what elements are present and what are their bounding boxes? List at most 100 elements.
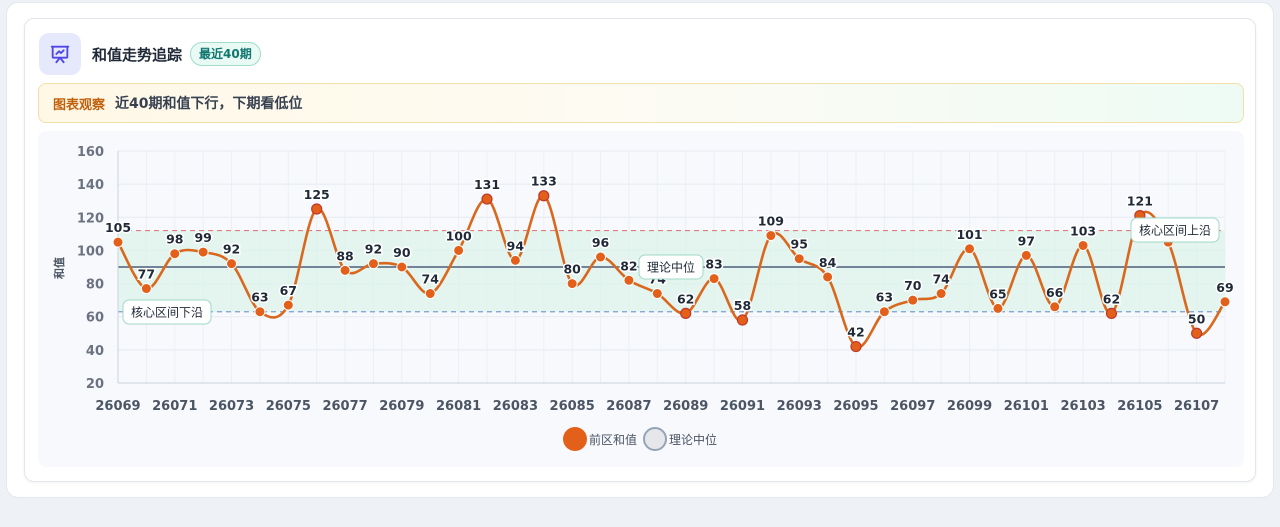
data-point[interactable] [822, 271, 834, 283]
data-point[interactable] [595, 251, 607, 263]
data-label: 101 [956, 227, 982, 242]
core-band-upper-label: 核心区间上沿 [1139, 224, 1211, 238]
y-tick-label: 160 [77, 145, 104, 160]
data-point[interactable] [623, 274, 635, 286]
data-label: 74 [932, 272, 950, 287]
data-label: 58 [734, 298, 751, 313]
data-point[interactable] [311, 203, 323, 215]
legend-label-sum: 前区和值 [588, 432, 637, 447]
data-label: 96 [592, 235, 610, 250]
data-label: 121 [1127, 194, 1153, 209]
core-band-lower-label: 核心区间下沿 [131, 306, 203, 320]
data-point[interactable] [169, 248, 181, 260]
data-label: 65 [989, 286, 1006, 301]
x-tick-label: 26077 [322, 399, 367, 414]
data-point[interactable] [1191, 327, 1203, 339]
card-header: 和值走势追踪 最近40期 [39, 33, 261, 75]
x-tick-label: 26091 [720, 399, 765, 414]
data-label: 74 [422, 272, 440, 287]
data-point[interactable] [907, 294, 919, 306]
x-tick-label: 26069 [95, 399, 140, 414]
data-point[interactable] [1020, 249, 1032, 261]
x-tick-label: 26093 [777, 399, 822, 414]
data-label: 42 [847, 325, 864, 340]
data-point[interactable] [197, 246, 209, 258]
observation-text: 近40期和值下行，下期看低位 [115, 96, 303, 112]
data-point[interactable] [850, 340, 862, 353]
data-point[interactable] [367, 258, 379, 270]
data-point[interactable] [112, 236, 124, 248]
x-tick-label: 26087 [606, 399, 651, 414]
data-point[interactable] [1219, 296, 1231, 308]
data-point[interactable] [1077, 239, 1089, 251]
data-point[interactable] [339, 264, 351, 276]
data-point[interactable] [708, 273, 720, 285]
data-point[interactable] [935, 288, 947, 300]
data-label: 92 [365, 242, 382, 257]
data-label: 70 [904, 278, 922, 293]
data-point[interactable] [765, 230, 777, 242]
y-tick-label: 40 [86, 344, 104, 359]
data-point[interactable] [396, 261, 408, 273]
data-point[interactable] [793, 253, 805, 265]
data-label: 84 [819, 255, 837, 270]
data-point[interactable] [878, 306, 890, 318]
x-tick-label: 26099 [947, 399, 992, 414]
data-point[interactable] [538, 190, 550, 202]
data-label: 109 [758, 214, 784, 229]
y-axis-label: 和值 [52, 257, 66, 279]
data-point[interactable] [1049, 301, 1061, 313]
x-tick-label: 26097 [890, 399, 935, 414]
data-label: 103 [1070, 223, 1096, 238]
data-label: 131 [474, 177, 500, 192]
x-tick-label: 26105 [1117, 399, 1162, 414]
data-point[interactable] [509, 254, 521, 266]
data-point[interactable] [964, 243, 976, 255]
data-point[interactable] [1105, 307, 1118, 319]
x-tick-label: 26073 [209, 399, 254, 414]
data-point[interactable] [680, 307, 692, 319]
y-tick-label: 140 [77, 178, 104, 193]
data-point[interactable] [453, 244, 465, 256]
data-point[interactable] [282, 299, 294, 311]
data-point[interactable] [992, 302, 1004, 314]
x-tick-label: 26107 [1174, 399, 1219, 414]
data-label: 95 [791, 237, 808, 252]
data-label: 125 [304, 187, 330, 202]
core-band-lower-label-box [122, 299, 212, 325]
data-label: 88 [336, 248, 353, 263]
legend-item-sum[interactable]: 前区和值 [562, 427, 637, 451]
y-tick-label: 20 [86, 377, 104, 392]
x-tick-label: 26101 [1004, 399, 1049, 414]
period-badge: 最近40期 [190, 42, 261, 66]
data-label: 66 [1046, 285, 1064, 300]
legend-label-median: 理论中位 [669, 432, 718, 447]
data-point[interactable] [736, 314, 749, 326]
observation-banner: 图表观察 近40期和值下行，下期看低位 [38, 83, 1244, 123]
observation-label: 图表观察 [53, 97, 106, 113]
data-point[interactable] [140, 283, 152, 295]
x-tick-label: 26079 [379, 399, 424, 414]
data-label: 99 [194, 230, 211, 245]
data-point[interactable] [566, 278, 578, 290]
legend-item-median[interactable]: 理论中位 [643, 427, 717, 451]
data-label: 62 [677, 291, 694, 306]
x-tick-label: 26071 [152, 399, 197, 414]
core-band-upper-label-box [1130, 217, 1220, 243]
presentation-chart-icon [39, 33, 81, 75]
data-label: 83 [705, 257, 722, 272]
x-tick-label: 26095 [833, 399, 878, 414]
data-point[interactable] [226, 258, 238, 270]
data-point[interactable] [254, 306, 266, 318]
data-label: 82 [620, 258, 637, 273]
x-tick-label: 26075 [266, 399, 311, 414]
data-point[interactable] [424, 288, 436, 300]
data-label: 67 [280, 283, 297, 298]
legend-swatch-median [643, 427, 667, 451]
data-label: 133 [531, 174, 557, 189]
data-label: 90 [393, 245, 411, 260]
data-point[interactable] [651, 288, 663, 300]
data-label: 63 [251, 290, 268, 305]
data-point[interactable] [481, 193, 493, 205]
